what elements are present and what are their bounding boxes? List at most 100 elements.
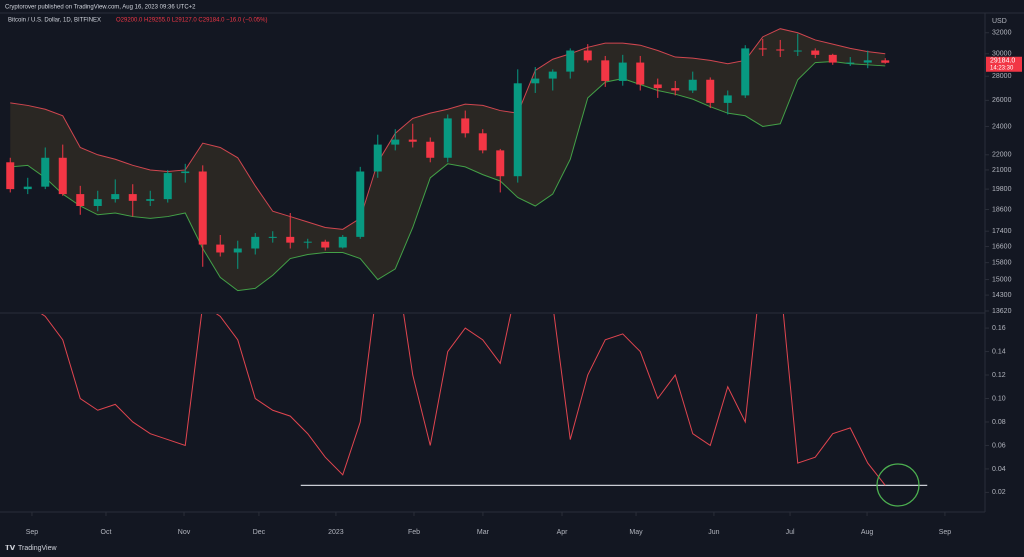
y-tick-label: 21000 bbox=[992, 167, 1012, 174]
candle-body bbox=[618, 62, 627, 81]
candle-body bbox=[373, 144, 382, 172]
candle-body bbox=[391, 139, 400, 145]
candle-body bbox=[338, 236, 347, 248]
candle-body bbox=[793, 50, 802, 52]
candle-body bbox=[566, 50, 575, 72]
indicator-pane bbox=[40, 314, 928, 486]
candle-body bbox=[6, 162, 15, 190]
candle-body bbox=[863, 60, 872, 63]
ohlc: O29200.0 H29255.0 L29127.0 C29184.0 −16.… bbox=[116, 18, 267, 24]
y-tick-label: 0.16 bbox=[992, 325, 1006, 332]
candle-body bbox=[216, 244, 225, 253]
y-tick-label: 19800 bbox=[992, 186, 1012, 193]
candle-body bbox=[41, 157, 50, 187]
logo: 𝗧𝗩 bbox=[5, 545, 16, 552]
band-line bbox=[10, 28, 886, 230]
candle-body bbox=[426, 141, 435, 158]
candle-body bbox=[93, 199, 102, 206]
candle-body bbox=[198, 171, 207, 245]
x-tick-label: Aug bbox=[861, 529, 874, 536]
candle-body bbox=[496, 150, 505, 177]
y-tick-label: 26000 bbox=[992, 97, 1012, 104]
candle-body bbox=[251, 236, 260, 249]
symbol: Bitcoin / U.S. Dollar, 1D, BITFINEX bbox=[8, 18, 101, 24]
footer: TradingView bbox=[18, 545, 57, 552]
candle-body bbox=[268, 236, 277, 238]
band-line bbox=[10, 60, 886, 292]
highlight-circle bbox=[876, 463, 920, 507]
y-tick-label: 0.04 bbox=[992, 466, 1006, 473]
y-tick-label: 32000 bbox=[992, 30, 1012, 37]
indicator-line bbox=[40, 314, 886, 486]
candle-body bbox=[321, 241, 330, 248]
candle-body bbox=[111, 194, 120, 200]
y-tick-label: 15000 bbox=[992, 276, 1012, 283]
candle-body bbox=[758, 48, 767, 50]
candle-body bbox=[461, 118, 470, 134]
candle-body bbox=[583, 50, 592, 61]
y-tick-label: 17400 bbox=[992, 228, 1012, 235]
y-tick-label: 30000 bbox=[992, 51, 1012, 58]
candle-body bbox=[163, 173, 172, 200]
x-tick-label: Sep bbox=[939, 529, 952, 536]
x-tick-label: Oct bbox=[101, 529, 112, 536]
candle-body bbox=[76, 194, 85, 206]
x-tick-label: Mar bbox=[477, 529, 490, 536]
y-tick-label: 14300 bbox=[992, 292, 1012, 299]
axes: 13620 14300 15000 15800 16600 17400 18600 19800… bbox=[26, 30, 1022, 536]
candle-body bbox=[601, 60, 610, 81]
x-tick-label: Sep bbox=[26, 529, 39, 536]
publisher: Cryptorover published on TradingView.com… bbox=[5, 5, 196, 11]
x-tick-label: Jul bbox=[786, 529, 795, 536]
candle-body bbox=[776, 49, 785, 51]
last-price-box bbox=[986, 56, 1022, 72]
candle-body bbox=[846, 62, 855, 64]
y-tick-label: 22000 bbox=[992, 152, 1012, 159]
x-tick-label: 2023 bbox=[328, 529, 344, 536]
candle-body bbox=[233, 248, 242, 253]
candle-body bbox=[181, 171, 190, 174]
countdown: 14:23:30 bbox=[990, 65, 1014, 71]
candle-body bbox=[303, 241, 312, 243]
candle-body bbox=[741, 48, 750, 96]
y-tick-label: 18600 bbox=[992, 206, 1012, 213]
candle-body bbox=[23, 186, 32, 190]
candle-body bbox=[286, 236, 295, 243]
y-tick-label: 16600 bbox=[992, 243, 1012, 250]
candle-body bbox=[408, 139, 417, 142]
y-tick-label: 24000 bbox=[992, 123, 1012, 130]
x-tick-label: Jun bbox=[708, 529, 719, 536]
candle-body bbox=[653, 84, 662, 89]
x-tick-label: Apr bbox=[557, 529, 569, 536]
y-tick-label: 13620 bbox=[992, 308, 1012, 315]
x-tick-label: Feb bbox=[408, 529, 420, 536]
candle-body bbox=[636, 62, 645, 85]
y-tick-label: 15800 bbox=[992, 259, 1012, 266]
candle-body bbox=[531, 78, 540, 84]
y-tick-label: 0.14 bbox=[992, 348, 1006, 355]
x-tick-label: Dec bbox=[253, 529, 266, 536]
candle-body bbox=[58, 157, 67, 195]
currency: USD bbox=[992, 18, 1007, 25]
candle-body bbox=[688, 79, 697, 91]
y-tick-label: 28000 bbox=[992, 73, 1012, 80]
candle-body bbox=[706, 79, 715, 103]
candle-body bbox=[443, 118, 452, 158]
candle-body bbox=[723, 95, 732, 103]
candle-body bbox=[811, 50, 820, 55]
x-tick-label: May bbox=[629, 529, 643, 536]
y-tick-label: 0.12 bbox=[992, 372, 1006, 379]
candle-body bbox=[828, 54, 837, 63]
candle-body bbox=[671, 88, 680, 91]
candle-body bbox=[548, 71, 557, 79]
y-tick-label: 0.10 bbox=[992, 395, 1006, 402]
y-tick-label: 0.08 bbox=[992, 419, 1006, 426]
last-price-label: 29184.0 bbox=[990, 58, 1015, 65]
candle-body bbox=[478, 133, 487, 151]
x-tick-label: Nov bbox=[178, 529, 191, 536]
y-tick-label: 0.06 bbox=[992, 442, 1006, 449]
candle-body bbox=[881, 60, 890, 63]
candle-body bbox=[146, 199, 155, 201]
